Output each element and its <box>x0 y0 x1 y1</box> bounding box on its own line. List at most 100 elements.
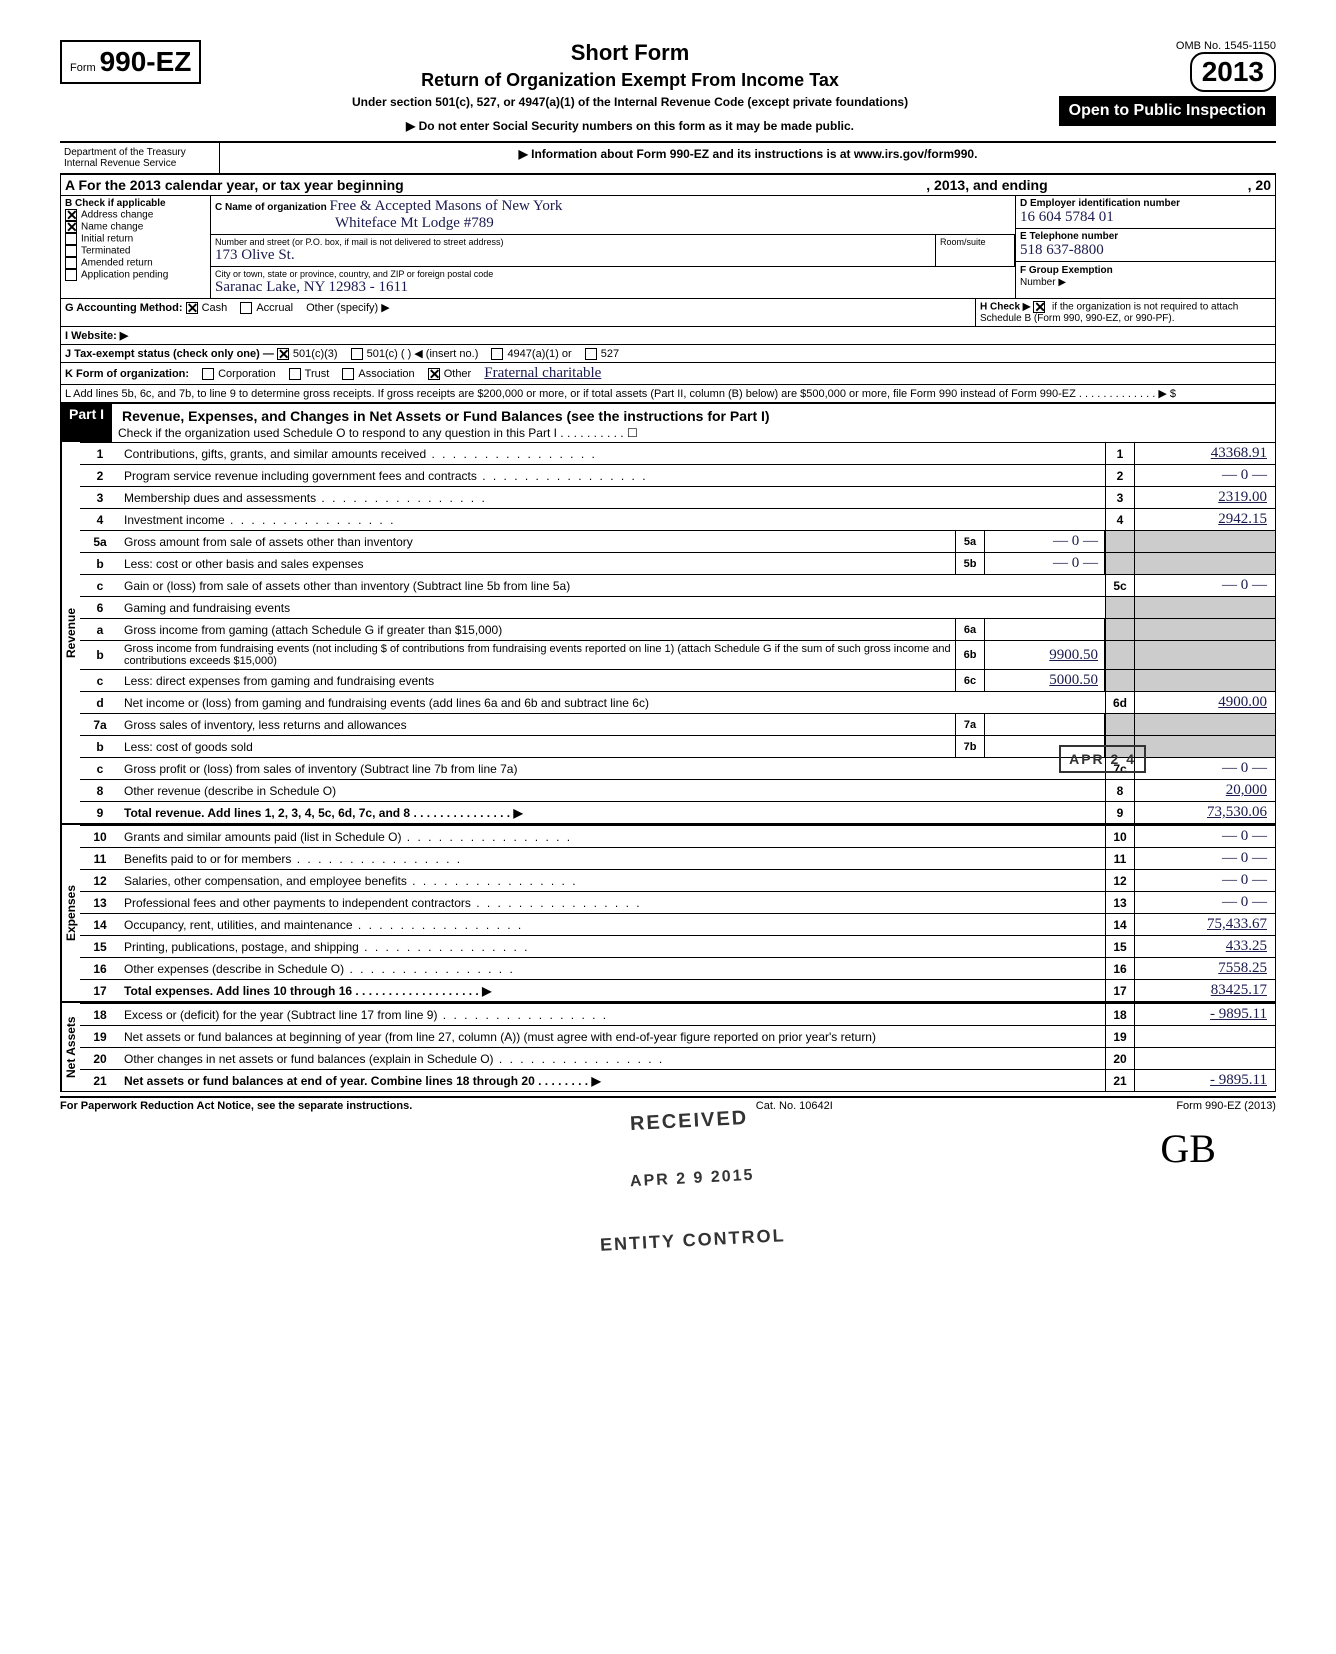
expenses-section: Expenses 10Grants and similar amounts pa… <box>60 823 1276 1001</box>
line-1: 1Contributions, gifts, grants, and simil… <box>80 442 1275 464</box>
title-under: Under section 501(c), 527, or 4947(a)(1)… <box>221 95 1038 109</box>
line-5c: cGain or (loss) from sale of assets othe… <box>80 574 1275 596</box>
line-a: A For the 2013 calendar year, or tax yea… <box>60 175 1276 196</box>
line-6d: dNet income or (loss) from gaming and fu… <box>80 691 1275 713</box>
check-amended[interactable] <box>65 257 77 269</box>
year-box: OMB No. 1545-1150 2013 Open to Public In… <box>1059 40 1276 126</box>
org-name-2: Whiteface Mt Lodge #789 <box>335 215 494 231</box>
line-6b: bGross income from fundraising events (n… <box>80 640 1275 669</box>
city-cell: City or town, state or province, country… <box>211 267 1015 298</box>
footer-right: Form 990-EZ (2013) <box>1176 1100 1276 1112</box>
check-accrual[interactable] <box>240 302 252 314</box>
form-prefix: Form <box>70 62 96 74</box>
section-de: D Employer identification number 16 604 … <box>1015 196 1275 298</box>
line-7c: cGross profit or (loss) from sales of in… <box>80 757 1275 779</box>
room-label: Room/suite <box>935 235 1015 266</box>
street-cell: Number and street (or P.O. box, if mail … <box>211 235 935 266</box>
line-7a: 7aGross sales of inventory, less returns… <box>80 713 1275 735</box>
line-16: 16Other expenses (describe in Schedule O… <box>80 957 1275 979</box>
dept-row: Department of the Treasury Internal Reve… <box>60 141 1276 175</box>
line-20: 20Other changes in net assets or fund ba… <box>80 1047 1275 1069</box>
info-grid: B Check if applicable Address change Nam… <box>60 196 1276 299</box>
revenue-side-label: Revenue <box>61 442 80 823</box>
line-21: 21Net assets or fund balances at end of … <box>80 1069 1275 1091</box>
part1-header-row: Part I Revenue, Expenses, and Changes in… <box>60 403 1276 442</box>
line-l: L Add lines 5b, 6c, and 7b, to line 9 to… <box>61 385 1275 402</box>
omb-number: OMB No. 1545-1150 <box>1059 40 1276 52</box>
org-name-1: Free & Accepted Masons of New York <box>329 198 562 214</box>
netassets-section: Net Assets 18Excess or (deficit) for the… <box>60 1001 1276 1092</box>
line-9: 9Total revenue. Add lines 1, 2, 3, 4, 5c… <box>80 801 1275 823</box>
form-number: 990-EZ <box>100 46 192 77</box>
check-501c3[interactable] <box>277 348 289 360</box>
line-11: 11Benefits paid to or for members11— 0 — <box>80 847 1275 869</box>
title-main: Short Form <box>221 40 1038 66</box>
stamp-date: APR 2 9 2015 <box>630 1167 755 1191</box>
line-i: I Website: ▶ <box>61 327 1275 345</box>
revenue-section: Revenue 1Contributions, gifts, grants, a… <box>60 442 1276 823</box>
expenses-side-label: Expenses <box>61 825 80 1001</box>
stamp-entity: ENTITY CONTROL <box>600 1225 787 1256</box>
netassets-side-label: Net Assets <box>61 1003 80 1091</box>
tax-year: 2013 <box>1190 52 1276 92</box>
line-8: 8Other revenue (describe in Schedule O)8… <box>80 779 1275 801</box>
line-14: 14Occupancy, rent, utilities, and mainte… <box>80 913 1275 935</box>
check-trust[interactable] <box>289 368 301 380</box>
line-4: 4Investment income42942.15 <box>80 508 1275 530</box>
line-10: 10Grants and similar amounts paid (list … <box>80 825 1275 847</box>
info-link: Information about Form 990-EZ and its in… <box>220 143 1276 173</box>
section-c-label: C Name of organization Free & Accepted M… <box>211 196 1015 234</box>
line-3: 3Membership dues and assessments32319.00 <box>80 486 1275 508</box>
section-b: B Check if applicable Address change Nam… <box>61 196 211 298</box>
line-7b: bLess: cost of goods sold7b <box>80 735 1275 757</box>
check-name[interactable] <box>65 221 77 233</box>
check-4947[interactable] <box>491 348 503 360</box>
line-h: H Check ▶ if the organization is not req… <box>975 299 1275 326</box>
form-header: Form 990-EZ Short Form Return of Organiz… <box>60 40 1276 133</box>
check-501c[interactable] <box>351 348 363 360</box>
line-15: 15Printing, publications, postage, and s… <box>80 935 1275 957</box>
check-corp[interactable] <box>202 368 214 380</box>
line-6a: aGross income from gaming (attach Schedu… <box>80 618 1275 640</box>
footer-mid: Cat. No. 10642I <box>756 1100 833 1112</box>
title-column: Short Form Return of Organization Exempt… <box>221 40 1038 133</box>
street-value: 173 Olive St. <box>215 247 931 264</box>
open-public-badge: Open to Public Inspection <box>1059 96 1276 126</box>
line-5a: 5aGross amount from sale of assets other… <box>80 530 1275 552</box>
line-12: 12Salaries, other compensation, and empl… <box>80 869 1275 891</box>
line-17: 17Total expenses. Add lines 10 through 1… <box>80 979 1275 1001</box>
city-value: Saranac Lake, NY 12983 - 1611 <box>215 279 1011 296</box>
part1-badge: Part I <box>61 404 112 442</box>
check-h[interactable] <box>1033 301 1045 313</box>
line-g: G Accounting Method: Cash Accrual Other … <box>61 299 975 326</box>
dept-label: Department of the Treasury Internal Reve… <box>60 143 220 173</box>
check-other-k[interactable] <box>428 368 440 380</box>
ein-value: 16 604 5784 01 <box>1020 209 1271 226</box>
part1-title: Revenue, Expenses, and Changes in Net As… <box>118 406 1269 426</box>
check-terminated[interactable] <box>65 245 77 257</box>
ghijkl-block: G Accounting Method: Cash Accrual Other … <box>60 299 1276 403</box>
footer-left: For Paperwork Reduction Act Notice, see … <box>60 1100 412 1112</box>
line-6: 6Gaming and fundraising events <box>80 596 1275 618</box>
check-assoc[interactable] <box>342 368 354 380</box>
check-cash[interactable] <box>186 302 198 314</box>
check-527[interactable] <box>585 348 597 360</box>
line-5b: bLess: cost or other basis and sales exp… <box>80 552 1275 574</box>
check-initial[interactable] <box>65 233 77 245</box>
line-6c: cLess: direct expenses from gaming and f… <box>80 669 1275 691</box>
line-j: J Tax-exempt status (check only one) — 5… <box>61 345 1275 363</box>
title-sub: Return of Organization Exempt From Incom… <box>221 70 1038 91</box>
part1-check: Check if the organization used Schedule … <box>118 426 1269 440</box>
line-2: 2Program service revenue including gover… <box>80 464 1275 486</box>
form-number-box: Form 990-EZ <box>60 40 201 84</box>
line-k: K Form of organization: Corporation Trus… <box>61 363 1275 385</box>
k-other-value: Fraternal charitable <box>484 365 601 381</box>
phone-value: 518 637-8800 <box>1020 242 1271 259</box>
line-19: 19Net assets or fund balances at beginni… <box>80 1025 1275 1047</box>
warn1: Do not enter Social Security numbers on … <box>221 119 1038 133</box>
signature: GB <box>1160 1125 1216 1172</box>
check-pending[interactable] <box>65 269 77 281</box>
line-18: 18Excess or (deficit) for the year (Subt… <box>80 1003 1275 1025</box>
footer: For Paperwork Reduction Act Notice, see … <box>60 1096 1276 1112</box>
line-13: 13Professional fees and other payments t… <box>80 891 1275 913</box>
